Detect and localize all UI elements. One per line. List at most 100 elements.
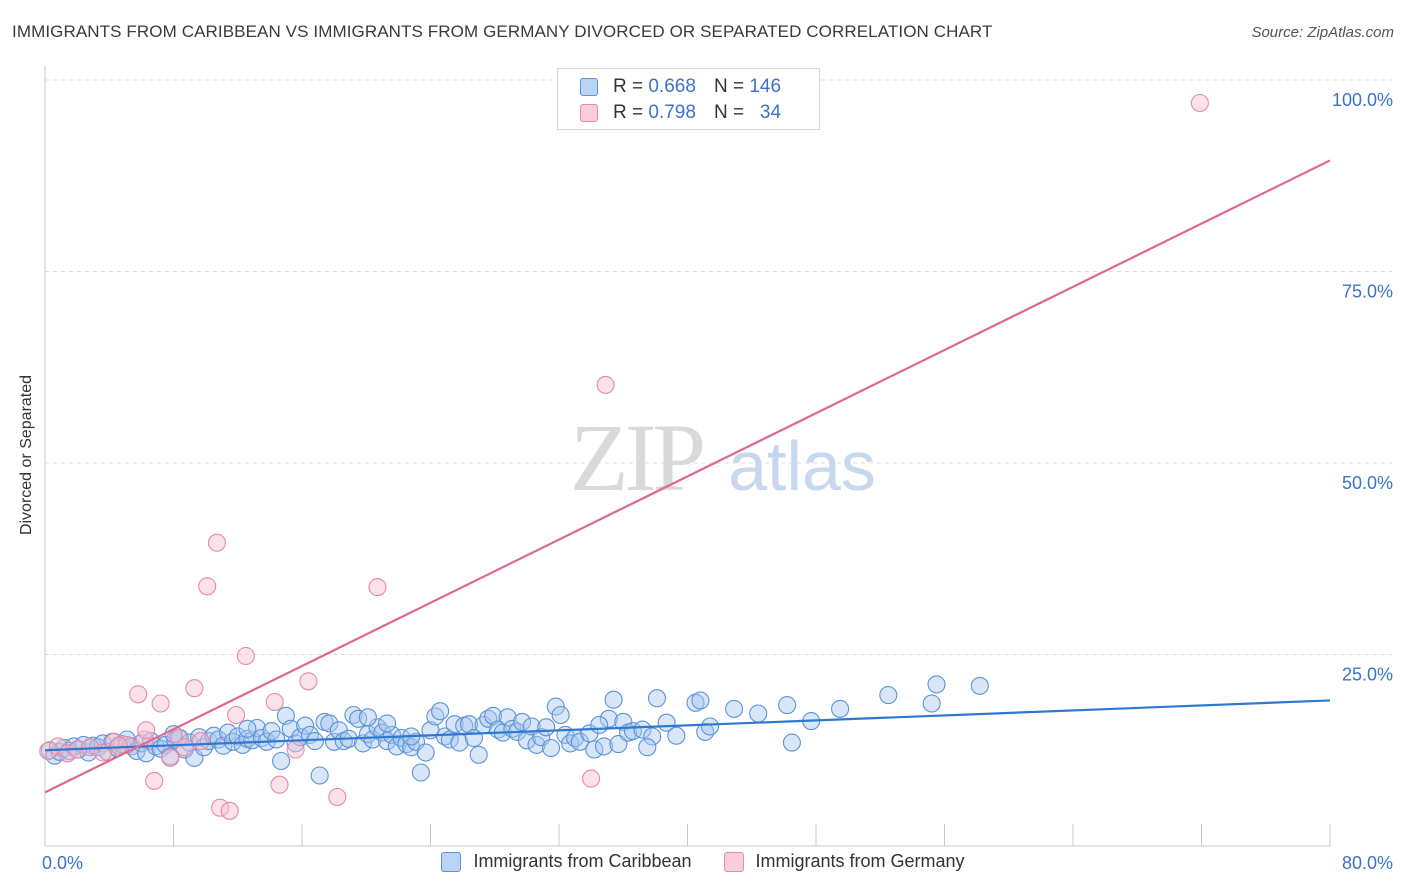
legend-label-germany: Immigrants from Germany xyxy=(755,851,965,871)
data-point-caribbean xyxy=(691,691,710,710)
data-point-caribbean xyxy=(879,686,898,705)
data-point-caribbean xyxy=(411,763,430,782)
data-point-caribbean xyxy=(725,699,744,718)
data-point-caribbean xyxy=(513,712,532,731)
data-point-caribbean xyxy=(782,733,801,752)
data-point-germany xyxy=(328,787,347,807)
data-point-caribbean xyxy=(643,727,662,746)
data-point-caribbean xyxy=(334,732,353,751)
x-tick-label: 0.0% xyxy=(42,853,83,873)
x-tick-label: 80.0% xyxy=(1342,853,1393,873)
data-point-caribbean xyxy=(686,693,705,712)
data-point-caribbean xyxy=(541,738,561,758)
legend-r-label: R = xyxy=(613,76,644,97)
data-point-caribbean xyxy=(431,702,450,721)
trend-lines xyxy=(44,159,1331,794)
data-point-caribbean xyxy=(310,766,329,785)
data-point-caribbean xyxy=(247,718,267,738)
data-point-germany xyxy=(1190,93,1209,113)
data-point-germany xyxy=(185,679,204,698)
data-point-caribbean xyxy=(614,712,633,731)
data-point-caribbean xyxy=(262,722,281,741)
data-point-caribbean xyxy=(272,751,291,771)
data-point-caribbean xyxy=(647,689,667,708)
data-point-caribbean xyxy=(416,743,435,762)
data-point-caribbean xyxy=(469,745,488,764)
data-point-germany xyxy=(582,769,601,788)
data-point-caribbean xyxy=(286,734,305,753)
data-point-caribbean xyxy=(498,708,517,727)
data-point-caribbean xyxy=(604,690,623,709)
data-point-caribbean xyxy=(551,705,570,725)
data-point-germany xyxy=(175,738,194,757)
legend-item-caribbean[interactable]: Immigrants from Caribbean xyxy=(441,851,692,872)
legend-n-label: N = xyxy=(713,76,745,97)
data-point-caribbean xyxy=(778,696,797,715)
legend-n-value: 34 xyxy=(759,102,782,123)
legend-label-caribbean: Immigrants from Caribbean xyxy=(473,851,692,871)
watermark: ZIP atlas xyxy=(570,404,876,511)
data-point-caribbean xyxy=(609,735,628,754)
data-point-germany xyxy=(207,533,226,552)
legend-r-value: 0.668 xyxy=(648,76,696,97)
data-point-germany xyxy=(145,771,164,790)
data-point-caribbean xyxy=(358,708,377,727)
data-point-caribbean xyxy=(426,707,445,726)
data-point-germany xyxy=(137,721,156,740)
data-point-caribbean xyxy=(537,718,556,737)
y-tick-label: 50.0% xyxy=(1342,473,1393,493)
data-point-caribbean xyxy=(445,715,464,734)
data-point-caribbean xyxy=(392,728,411,748)
data-point-caribbean xyxy=(320,714,339,733)
data-point-germany xyxy=(286,740,305,759)
data-point-caribbean xyxy=(368,718,387,737)
data-point-germany xyxy=(220,801,239,820)
legend-row-germany: R = 0.798 N = 34 xyxy=(580,101,781,125)
data-point-germany xyxy=(299,672,318,691)
data-point-caribbean xyxy=(749,704,768,723)
data-point-caribbean xyxy=(296,716,315,735)
data-point-caribbean xyxy=(594,737,614,756)
data-point-caribbean xyxy=(382,725,402,744)
legend-n-label: N = xyxy=(713,102,745,123)
legend-item-germany[interactable]: Immigrants from Germany xyxy=(723,851,965,872)
data-point-caribbean xyxy=(599,709,618,728)
series-caribbean xyxy=(40,675,989,785)
trend-line-germany xyxy=(44,159,1331,794)
data-point-caribbean xyxy=(638,738,657,757)
data-point-germany xyxy=(211,798,230,817)
data-point-caribbean xyxy=(585,740,604,759)
data-point-caribbean xyxy=(546,697,565,716)
watermark-atlas: atlas xyxy=(728,427,876,505)
data-point-germany xyxy=(270,775,289,794)
source-credit: Source: ZipAtlas.com xyxy=(1251,24,1394,41)
data-point-caribbean xyxy=(667,726,686,745)
data-point-caribbean xyxy=(927,675,946,694)
data-point-germany xyxy=(169,728,188,748)
data-point-caribbean xyxy=(590,715,609,735)
data-point-caribbean xyxy=(238,719,257,738)
data-point-germany xyxy=(191,732,210,751)
data-point-germany xyxy=(227,705,246,725)
legend-n-value: 146 xyxy=(749,76,782,97)
data-point-caribbean xyxy=(700,717,720,736)
axes xyxy=(44,66,1331,847)
data-point-caribbean xyxy=(267,730,286,749)
data-point-caribbean xyxy=(484,706,503,725)
data-point-caribbean xyxy=(349,709,368,728)
data-point-caribbean xyxy=(633,720,652,739)
legend-swatch-pink xyxy=(580,104,598,122)
data-point-caribbean xyxy=(970,676,989,695)
data-point-caribbean xyxy=(831,699,850,718)
data-point-caribbean xyxy=(378,714,397,733)
y-tick-label: 75.0% xyxy=(1342,282,1393,302)
data-point-germany xyxy=(596,375,615,394)
legend-r-label: R = xyxy=(613,102,644,123)
data-point-germany xyxy=(129,685,148,704)
grid xyxy=(45,79,1392,655)
legend-swatch-pink xyxy=(723,851,744,872)
legend-r-value: 0.798 xyxy=(648,102,696,123)
data-point-germany xyxy=(109,736,128,755)
data-point-caribbean xyxy=(459,715,479,734)
